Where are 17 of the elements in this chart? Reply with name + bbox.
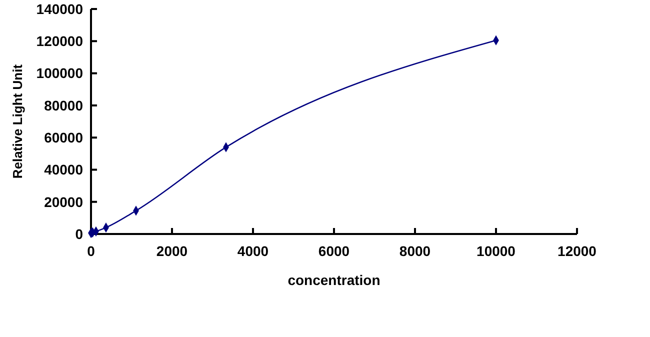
y-tick-label: 0 [75, 226, 84, 242]
x-axis-title: concentration [288, 272, 380, 288]
y-tick-label: 80000 [44, 97, 84, 114]
x-tick-label: 4000 [237, 243, 269, 259]
y-axis-title: Relative Light Unit [10, 64, 25, 179]
x-tick-label: 8000 [399, 243, 431, 259]
y-tick-label: 120000 [36, 33, 84, 50]
y-tick-label: 20000 [44, 194, 84, 210]
x-tick-label: 12000 [558, 243, 597, 259]
x-tick-label: 2000 [156, 243, 188, 259]
y-tick-label: 140000 [36, 0, 84, 17]
y-tick-label: 100000 [36, 65, 84, 82]
y-tick-label: 40000 [44, 162, 84, 178]
x-tick-label: 10000 [476, 243, 516, 259]
y-tick-label: 60000 [44, 129, 84, 146]
x-tick-label: 6000 [318, 243, 350, 259]
x-tick-label: 0 [87, 243, 96, 259]
